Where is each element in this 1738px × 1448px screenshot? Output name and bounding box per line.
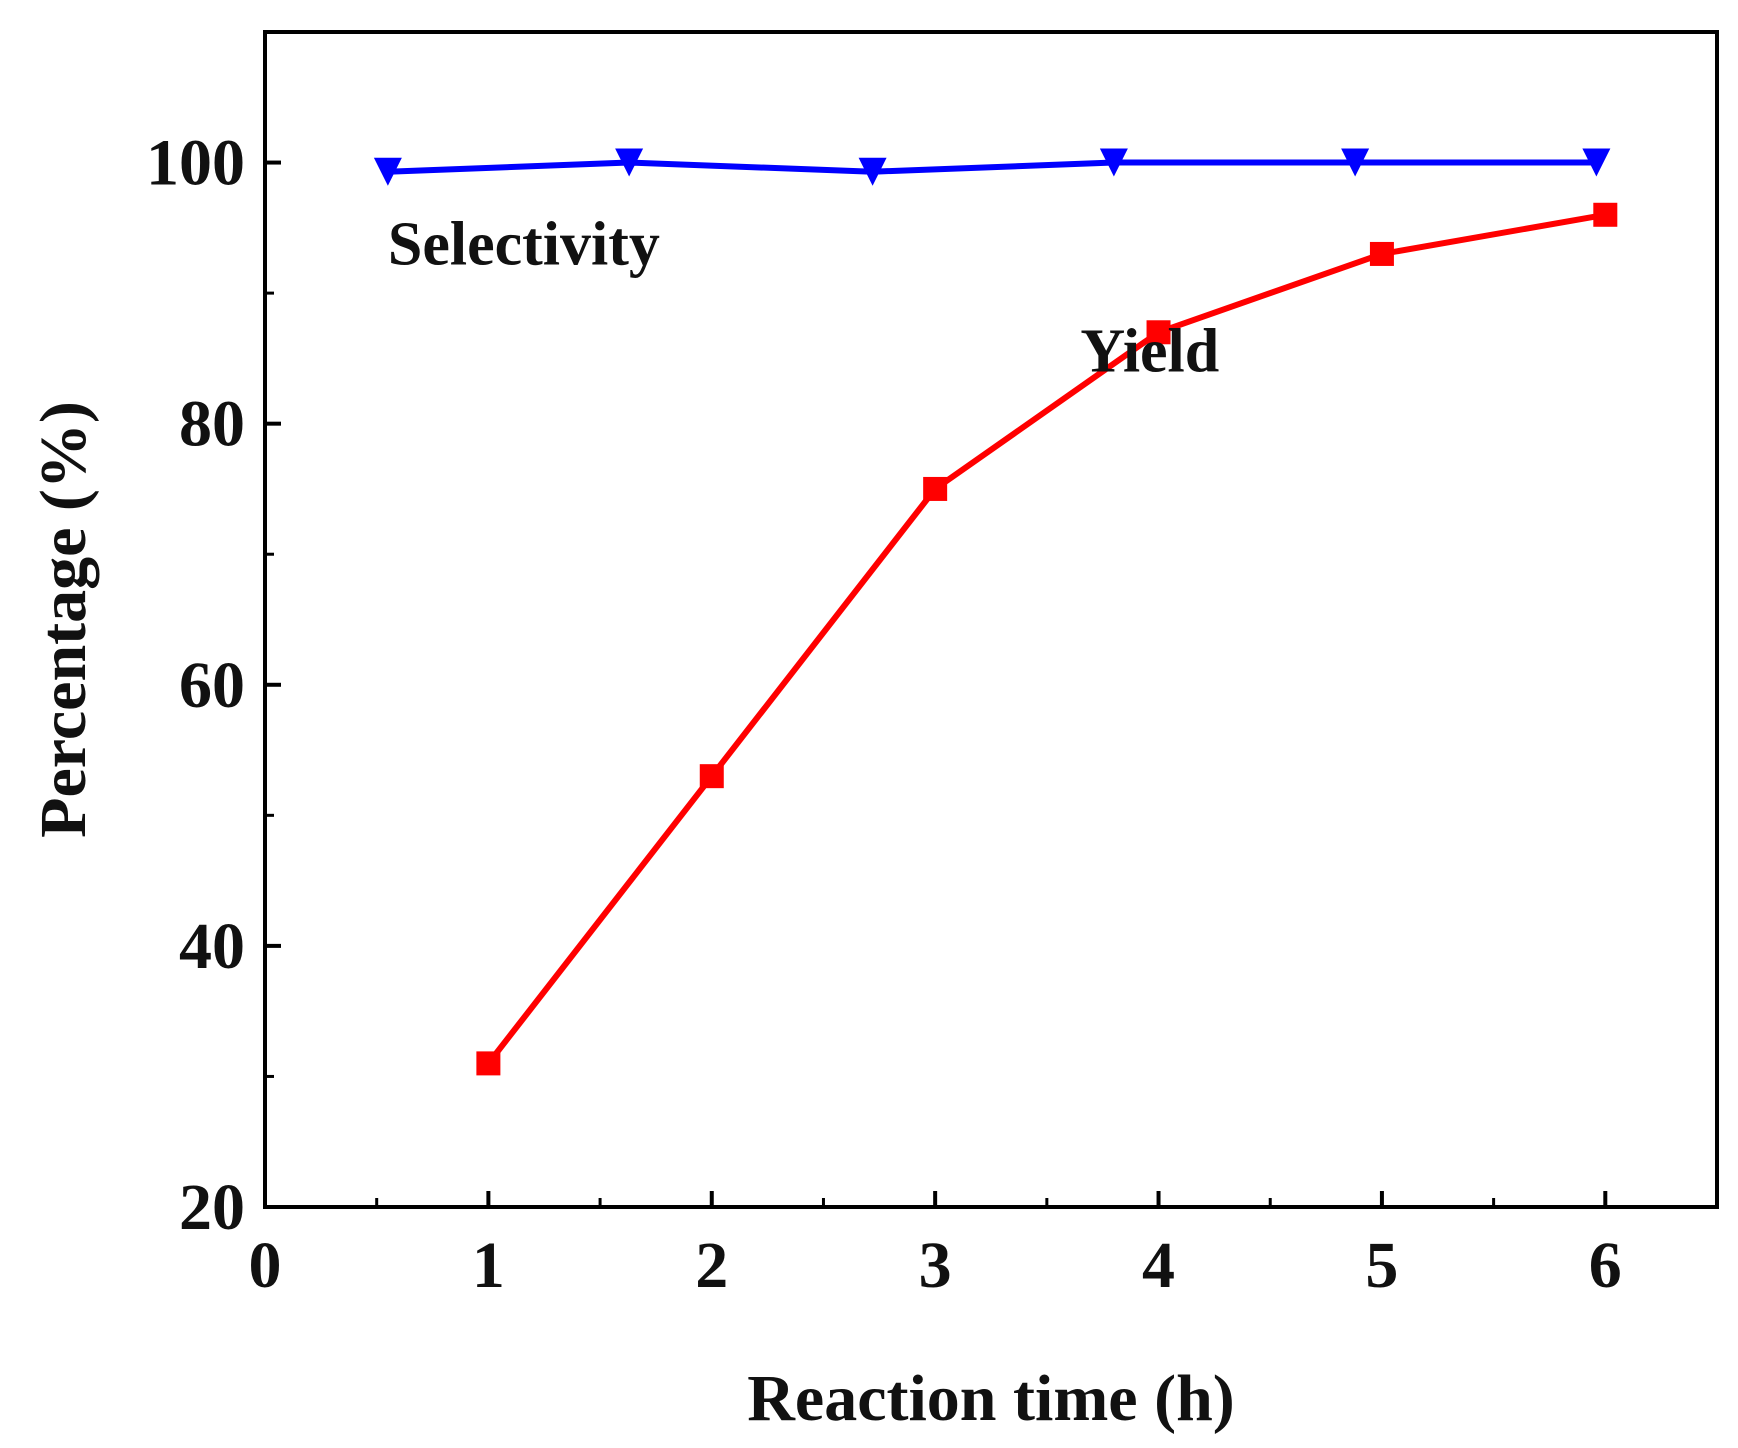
x-tick-label: 3 [919, 1229, 952, 1302]
series-layer [373, 148, 1618, 1076]
y-tick-label: 100 [146, 127, 245, 200]
x-axis-title: Reaction time (h) [747, 1362, 1235, 1435]
x-tick-label: 6 [1589, 1229, 1622, 1302]
y-tick-label: 20 [179, 1171, 245, 1244]
yield-line [486, 211, 1606, 1066]
selectivity-point [1099, 148, 1128, 177]
x-tick-label: 1 [472, 1229, 505, 1302]
series-annotations: Selectivity Yield [388, 210, 1219, 385]
x-tick-label: 2 [695, 1229, 728, 1302]
x-tick-label: 4 [1142, 1229, 1175, 1302]
selectivity-point [373, 157, 402, 186]
y-axis-title: Percentage (%) [27, 401, 100, 838]
selectivity-point [615, 148, 644, 177]
y-axis-ticks: 20 40 60 80 100 [146, 127, 281, 1244]
y-tick-label: 80 [179, 388, 245, 461]
selectivity-label: Selectivity [388, 210, 660, 278]
selectivity-point [1582, 148, 1611, 177]
yield-point [699, 764, 724, 789]
yield-point [923, 476, 948, 501]
selectivity-point [1341, 148, 1370, 177]
series-yield [476, 202, 1618, 1076]
yield-point [1593, 202, 1618, 227]
yield-label: Yield [1080, 317, 1219, 385]
series-selectivity [373, 148, 1611, 186]
yield-point [476, 1051, 501, 1076]
x-axis-ticks: 0 1 2 3 4 5 6 [249, 1191, 1622, 1302]
x-tick-label: 5 [1365, 1229, 1398, 1302]
y-tick-label: 60 [179, 649, 245, 722]
x-tick-label: 0 [249, 1229, 282, 1302]
yield-point [1146, 320, 1171, 345]
selectivity-point [858, 157, 887, 186]
plot-frame [263, 30, 1719, 1209]
selectivity-line [387, 159, 1597, 175]
yield-point [1369, 241, 1394, 266]
y-tick-label: 40 [179, 910, 245, 983]
